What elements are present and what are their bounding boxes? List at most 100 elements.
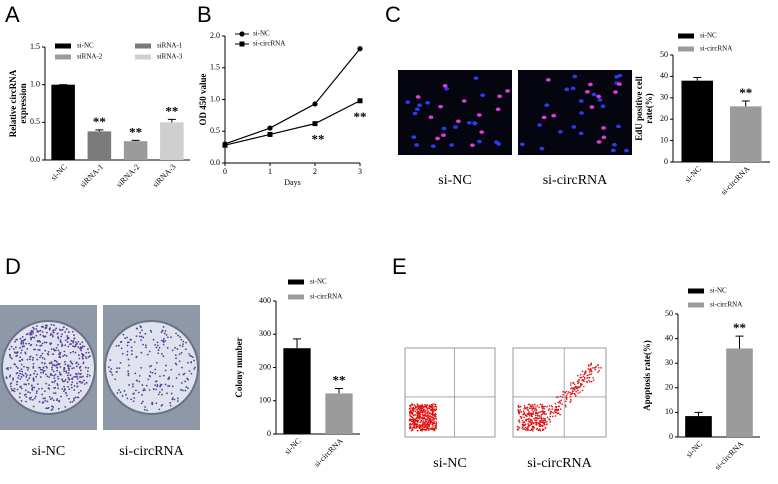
colony — [109, 370, 112, 373]
colony — [41, 393, 43, 396]
event — [548, 405, 551, 407]
colony — [132, 383, 134, 386]
event — [424, 420, 427, 422]
colony — [66, 335, 69, 337]
legend-swatch — [678, 46, 694, 52]
event — [541, 413, 544, 415]
colony — [16, 388, 19, 391]
event — [555, 396, 558, 398]
cell-nucleus — [438, 104, 444, 109]
event — [540, 419, 542, 422]
error-bar — [167, 118, 176, 123]
event — [417, 416, 419, 418]
colony — [59, 341, 62, 343]
colony — [148, 350, 151, 353]
x-tick-label: 0 — [223, 167, 227, 176]
bar — [123, 141, 148, 160]
event — [578, 386, 581, 389]
colony — [49, 343, 52, 346]
colony — [141, 400, 144, 403]
colony — [164, 369, 167, 372]
colony — [133, 341, 136, 344]
colony — [66, 336, 69, 339]
cell-nucleus — [613, 90, 618, 94]
colony — [125, 393, 127, 396]
colony — [184, 380, 187, 383]
event — [590, 370, 593, 373]
colony — [168, 376, 170, 379]
point — [222, 142, 228, 148]
cell-nucleus — [544, 103, 550, 107]
colony — [56, 375, 59, 378]
colony — [193, 368, 196, 370]
colony — [121, 395, 124, 397]
event — [579, 376, 582, 379]
colony — [111, 373, 114, 376]
colony — [126, 354, 129, 356]
event — [421, 425, 424, 427]
event — [408, 408, 411, 410]
colony — [180, 338, 183, 341]
colony — [182, 343, 184, 345]
event — [432, 425, 434, 427]
y-tick-label: 0.0 — [210, 158, 220, 167]
event — [551, 415, 554, 418]
colony — [18, 370, 21, 372]
colony — [22, 342, 25, 344]
colony — [51, 397, 53, 400]
colony — [65, 328, 68, 330]
colony — [114, 378, 117, 381]
colony — [115, 345, 118, 347]
colony — [81, 353, 84, 356]
colony — [116, 367, 118, 370]
colony — [82, 361, 85, 364]
colony — [154, 368, 157, 371]
event — [527, 426, 530, 428]
y-tick-label: 0 — [669, 432, 673, 441]
event — [588, 379, 590, 382]
x-tick-label: si-NC — [683, 164, 703, 184]
colony — [155, 346, 158, 349]
event — [531, 403, 534, 406]
event — [416, 411, 419, 413]
colony — [32, 365, 35, 368]
event — [427, 416, 429, 419]
colony — [157, 349, 160, 352]
colony — [119, 391, 122, 394]
colony — [46, 352, 49, 355]
event — [426, 418, 429, 420]
event — [426, 426, 429, 429]
event — [418, 425, 421, 428]
event — [423, 424, 425, 427]
y-tick-label: 100 — [259, 396, 271, 405]
event — [547, 409, 550, 411]
event — [546, 423, 548, 426]
colony — [41, 387, 43, 390]
colony — [56, 383, 59, 385]
colony — [51, 381, 54, 383]
colony — [20, 387, 23, 390]
colony — [165, 334, 168, 336]
colony — [67, 367, 70, 370]
event — [433, 429, 436, 432]
cell-nucleus — [417, 103, 422, 108]
colony — [77, 340, 80, 343]
colony — [154, 344, 157, 346]
event — [517, 420, 520, 422]
cell-nucleus — [470, 143, 475, 147]
colony — [80, 369, 82, 372]
colony — [35, 390, 38, 393]
y-tick-label: 1.5 — [210, 63, 220, 72]
colony — [21, 345, 24, 348]
event — [567, 391, 570, 393]
colony — [74, 345, 77, 348]
event — [526, 408, 529, 411]
colony — [23, 345, 26, 348]
event — [422, 422, 425, 424]
cell-nucleus — [537, 123, 543, 127]
colony — [27, 383, 30, 385]
event — [525, 407, 528, 409]
colony — [49, 398, 52, 401]
event — [556, 412, 559, 415]
colony — [174, 346, 176, 349]
